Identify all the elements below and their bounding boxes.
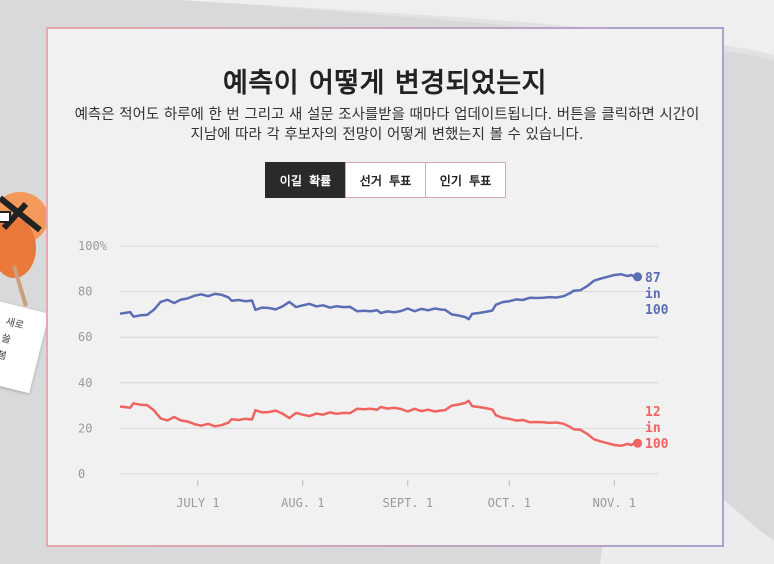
page-title: 예측이 어떻게 변경되었는지	[223, 68, 547, 99]
tab-win-probability[interactable]: 이길 확률	[265, 162, 346, 198]
series-end-dot	[633, 438, 643, 448]
series-line	[119, 399, 636, 447]
series-end-label: 87	[645, 271, 661, 286]
y-tick-label: 40	[78, 376, 92, 390]
forecast-card: 예측이 어떻게 변경되었는지 예측은 적어도 하루에 한 번 그리고 새 설문 …	[46, 27, 724, 547]
x-tick-label: JULY 1	[176, 496, 219, 510]
x-tick-label: AUG. 1	[281, 496, 324, 510]
series-end-label: 100	[645, 303, 669, 318]
y-tick-label: 0	[78, 467, 85, 481]
series-end-label: 12	[645, 405, 661, 420]
y-tick-label: 80	[78, 285, 92, 299]
x-tick-label: SEPT. 1	[382, 496, 433, 510]
series-end-label: in	[645, 287, 661, 302]
x-tick-label: NOV. 1	[593, 496, 636, 510]
series-line	[119, 273, 636, 321]
series-end-label: in	[645, 421, 661, 436]
description-text: 예측은 적어도 하루에 한 번 그리고 새 설문 조사를받을 때마다 업데이트됩…	[74, 107, 700, 143]
tab-electoral-vote[interactable]: 선거 투표	[345, 162, 426, 198]
y-tick-label: 20	[78, 421, 92, 435]
x-tick-label: OCT. 1	[488, 496, 531, 510]
view-tabs: 이길 확률 선거 투표 인기 투표	[265, 162, 506, 198]
series-end-label: 100	[645, 437, 669, 452]
forecast-line-chart: 100% 80 60 40 20 0 JULY 1 AUG. 1 SEPT. 1 OCT. 1 NO…	[78, 239, 669, 510]
series-end-dot	[633, 272, 643, 282]
y-tick-label: 60	[78, 330, 92, 344]
tab-popular-vote[interactable]: 인기 투표	[425, 162, 506, 198]
y-tick-label: 100%	[78, 239, 108, 253]
mascot-illustration	[0, 192, 48, 307]
